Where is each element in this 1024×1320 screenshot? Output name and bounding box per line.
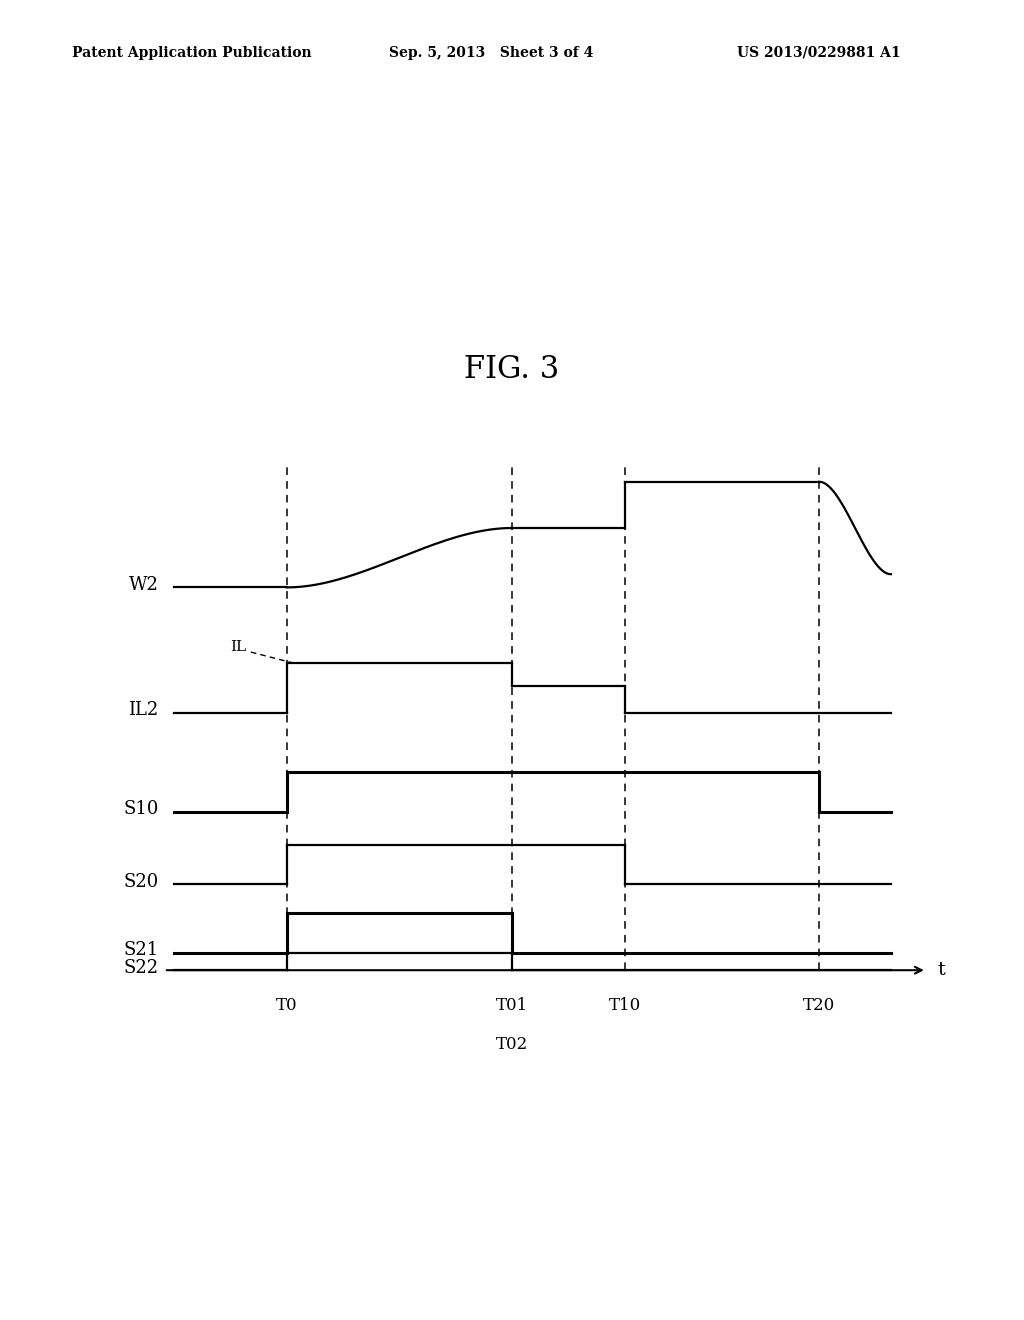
Text: S21: S21 — [124, 941, 159, 960]
Text: T01: T01 — [496, 997, 528, 1014]
Text: T0: T0 — [275, 997, 298, 1014]
Text: T20: T20 — [803, 997, 836, 1014]
Text: W2: W2 — [129, 576, 159, 594]
Text: S10: S10 — [123, 800, 159, 818]
Text: t: t — [937, 961, 945, 979]
Text: IL: IL — [230, 640, 247, 653]
Text: S20: S20 — [124, 873, 159, 891]
Text: T10: T10 — [608, 997, 641, 1014]
Text: FIG. 3: FIG. 3 — [464, 354, 560, 385]
Text: Patent Application Publication: Patent Application Publication — [72, 46, 311, 59]
Text: US 2013/0229881 A1: US 2013/0229881 A1 — [737, 46, 901, 59]
Text: S22: S22 — [124, 958, 159, 977]
Text: IL2: IL2 — [128, 701, 159, 719]
Text: Sep. 5, 2013   Sheet 3 of 4: Sep. 5, 2013 Sheet 3 of 4 — [389, 46, 594, 59]
Text: T02: T02 — [496, 1036, 528, 1053]
